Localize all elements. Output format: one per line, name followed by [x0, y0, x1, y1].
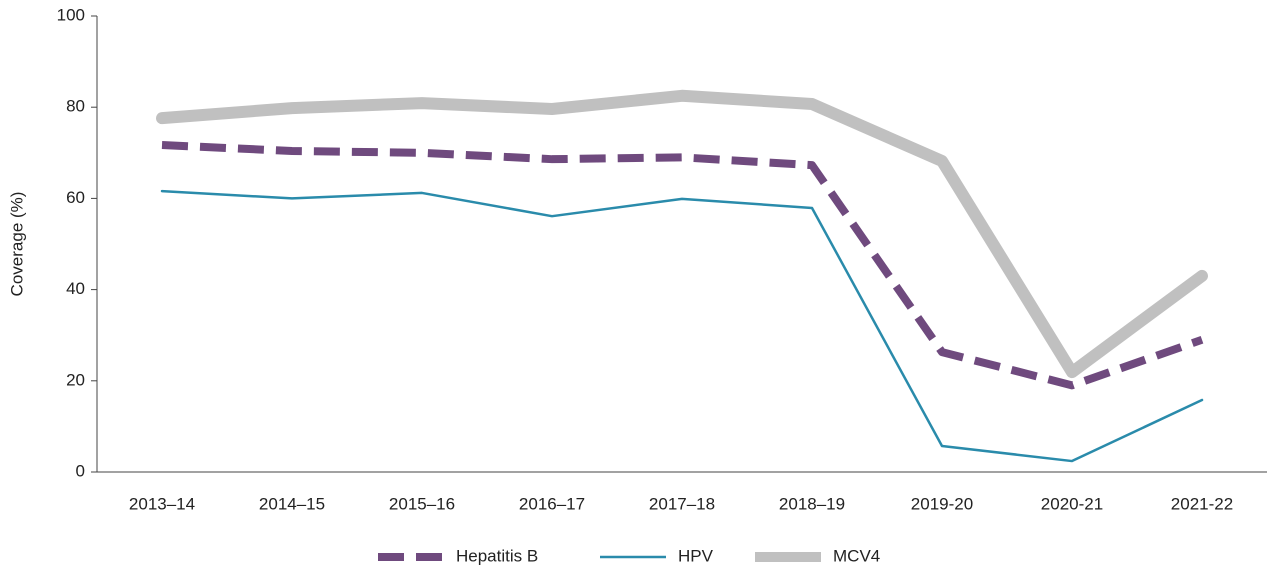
y-tick-label: 0	[76, 461, 85, 480]
series-line	[160, 189, 1204, 463]
y-tick-label: 60	[66, 188, 85, 207]
x-tick-label: 2017–18	[649, 494, 715, 513]
x-tick-label: 2015–16	[389, 494, 455, 513]
x-tick-label: 2013–14	[129, 494, 195, 513]
legend-label: MCV4	[833, 546, 880, 565]
y-tick-label: 80	[66, 97, 85, 116]
legend-label: Hepatitis B	[456, 546, 538, 565]
x-tick-label: 2021-22	[1171, 494, 1233, 513]
series-line	[161, 141, 1204, 390]
x-tick-label: 2014–15	[259, 494, 325, 513]
x-tick-label: 2016–17	[519, 494, 585, 513]
x-tick-label: 2020-21	[1041, 494, 1103, 513]
x-tick-label: 2018–19	[779, 494, 845, 513]
y-tick-label: 100	[57, 5, 85, 24]
legend-label: HPV	[678, 546, 714, 565]
series-line	[156, 89, 1208, 379]
y-tick-label: 40	[66, 279, 85, 298]
x-tick-label: 2019-20	[911, 494, 973, 513]
y-axis-label: Coverage (%)	[7, 192, 26, 297]
y-tick-label: 20	[66, 370, 85, 389]
